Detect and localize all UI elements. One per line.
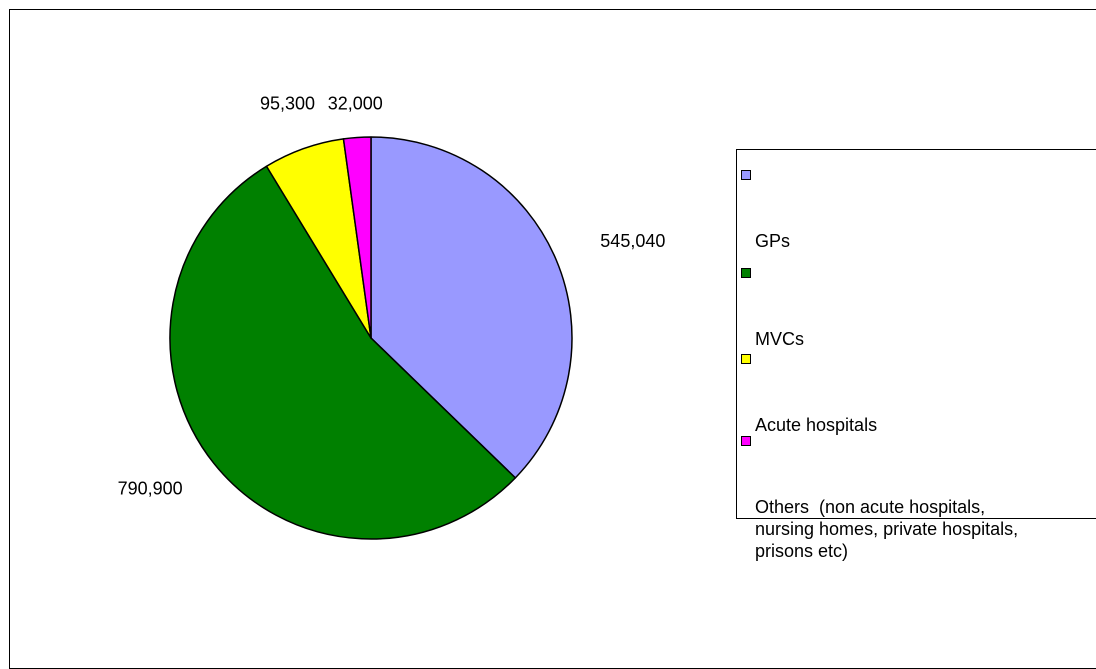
data-label-mvcs: 790,900	[118, 478, 183, 498]
pie-slice-gps[interactable]	[370, 136, 573, 479]
legend-swatch-gps	[741, 170, 751, 180]
legend-item-others[interactable]: Others (non acute hospitals, nursing hom…	[741, 430, 1095, 606]
legend-item-acute-hospitals[interactable]: Acute hospitals	[741, 348, 1095, 480]
legend-swatch-others	[741, 436, 751, 446]
legend: GPs MVCs Acute hospitals Others (non acu…	[736, 149, 1096, 561]
pie-slices	[169, 136, 573, 540]
data-label-acute-hospitals: 95,300	[260, 93, 315, 113]
data-label-others: 32,000	[328, 94, 383, 114]
legend-label-others: Others (non acute hospitals, nursing hom…	[755, 497, 1019, 561]
data-label-gps: 545,040	[600, 231, 665, 251]
legend-label-gps: GPs	[755, 231, 791, 251]
legend-label-mvcs: MVCs	[755, 329, 804, 349]
pie-data-labels: 545,040 790,900 95,300 32,000	[118, 93, 666, 498]
pie-slice-mvcs[interactable]	[169, 165, 517, 540]
pie-slice-others[interactable]	[342, 136, 372, 339]
legend-swatch-acute-hospitals	[741, 354, 751, 364]
legend-item-mvcs[interactable]: MVCs	[741, 262, 1095, 394]
legend-swatch-mvcs	[741, 268, 751, 278]
legend-item-gps[interactable]: GPs	[741, 164, 1095, 296]
legend-label-acute-hospitals: Acute hospitals	[755, 415, 878, 435]
